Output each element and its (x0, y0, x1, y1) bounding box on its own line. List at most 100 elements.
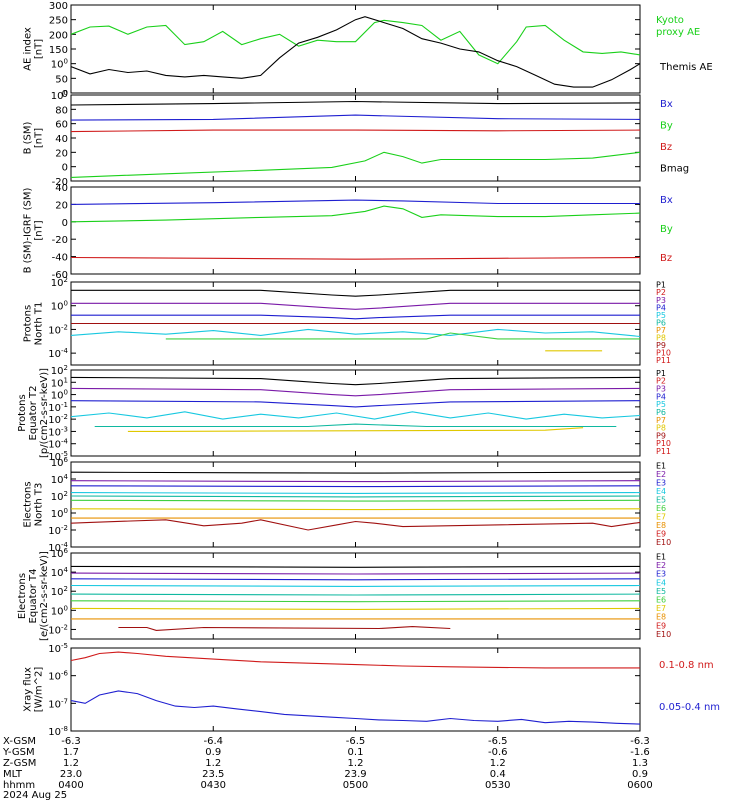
series-line-3-0 (71, 289, 640, 297)
panel-7-ylabel: [W/m^2] (34, 667, 45, 713)
panel-6-ytick-label: 104 (51, 566, 69, 579)
panel-2-ytick-label: -40 (52, 253, 68, 264)
legend-entry: P9 (656, 431, 666, 440)
panel-2-ylabel: [nT] (34, 220, 45, 240)
series-line-3-5 (165, 332, 640, 340)
legend-entry: P4 (656, 392, 666, 401)
panel-0-ytick-label: 100 (51, 58, 68, 71)
time-axis-value: 23.0 (60, 769, 82, 780)
series-line-1-1 (70, 151, 641, 178)
legend-entry: 0.05-0.4 nm (659, 702, 720, 713)
series-line-6-4 (70, 593, 641, 596)
panel-0-ytick-label: 0 (62, 89, 68, 100)
series-line-6-1 (70, 572, 641, 575)
series-line-1-2 (70, 129, 641, 133)
time-axis-value: 23.9 (344, 769, 366, 780)
series-line-7-1 (70, 690, 641, 725)
panel-5-ytick-label: 10-4 (48, 541, 68, 554)
panel-1-ytick-label: 0 (62, 163, 68, 174)
panel-0-ytick-label: 150 (49, 45, 68, 56)
series-line-1-0 (70, 114, 641, 121)
legend-entry: P6 (656, 408, 666, 417)
legend-entry: E10 (656, 538, 671, 547)
legend-entry: E1 (656, 552, 666, 561)
series-line-6-0 (70, 565, 641, 568)
time-axis-value: -6.3 (630, 736, 650, 747)
panel-3-ytick-label: 10-4 (48, 347, 68, 360)
time-axis-value: 0500 (343, 780, 368, 791)
legend-entry: proxy AE (656, 27, 700, 38)
panel-1-ytick-label: 80 (55, 105, 68, 116)
series-line-5-8 (70, 519, 641, 531)
panel-1-ytick-label: -20 (52, 177, 68, 188)
legend-entry: Bmag (660, 163, 689, 174)
legend-entry: E5 (656, 495, 666, 504)
time-axis-row-label: MLT (3, 769, 23, 780)
legend-entry: By (660, 224, 673, 235)
panel-4-ytick-label: 10-4 (48, 438, 68, 451)
panel-0-ytick-label: 50 (55, 74, 68, 85)
time-axis-value: 1.2 (205, 758, 221, 769)
panel-1-ylabel: [nT] (34, 128, 45, 148)
panel-5-ytick-label: 100 (51, 507, 68, 520)
panel-4-ylabel: Equator T2 (28, 386, 39, 441)
panel-6-ytick-label: 10-2 (48, 623, 68, 636)
time-axis-value: 1.7 (63, 747, 79, 758)
panel-5-ylabel: North T3 (34, 483, 45, 527)
panel-0-ylabel: AE index (23, 27, 34, 71)
panel-2-ytick-label: 40 (55, 183, 68, 194)
series-line-4-1 (70, 387, 641, 397)
panel-4-ytick-label: 10-5 (48, 450, 68, 463)
panel-6-frame (70, 552, 641, 640)
series-line-4-2 (70, 400, 641, 408)
legend-entry: P5 (656, 400, 666, 409)
legend-entry: P6 (656, 318, 666, 327)
panel-1-ytick-label: 40 (55, 134, 68, 145)
time-axis-value: 1.2 (348, 758, 364, 769)
series-line-1-3 (70, 100, 641, 106)
panel-5-ytick-label: 10-2 (48, 524, 68, 537)
legend-entry: P5 (656, 311, 666, 320)
panel-4-ytick-label: 102 (51, 364, 68, 377)
series-line-5-4 (70, 495, 641, 498)
legend-entry: By (660, 120, 673, 131)
time-axis-value: -6.5 (346, 736, 366, 747)
series-line-7-0 (70, 651, 640, 669)
panel-2-ytick-label: -60 (52, 270, 68, 281)
series-line-3-1 (71, 302, 640, 310)
legend-entry: Bx (660, 99, 673, 110)
panel-3-ylabel: North T1 (34, 302, 45, 346)
legend-entry: E1 (656, 461, 666, 470)
time-axis-value: -6.3 (61, 736, 81, 747)
legend-entry: E8 (656, 521, 666, 530)
panel-7-ytick-label: 10-8 (48, 725, 68, 738)
time-axis-value: 1.2 (490, 758, 506, 769)
series-line-4-5 (127, 427, 584, 432)
legend-entry: Bz (660, 253, 672, 264)
time-axis-value: -6.5 (488, 736, 508, 747)
panel-6-ytick-label: 102 (51, 585, 68, 598)
panel-6-ylabel: [e/(cm2-s-sr-keV)] (39, 551, 50, 641)
panel-0-frame (70, 4, 641, 94)
time-axis-value: -0.6 (488, 747, 508, 758)
panel-0-ylabel: [nT] (34, 39, 45, 59)
legend-entry: P7 (656, 416, 666, 425)
time-axis-value: -1.6 (630, 747, 650, 758)
time-axis-value: 0600 (627, 780, 652, 791)
panel-4-ytick-label: 10-1 (48, 401, 68, 414)
panel-6-ytick-label: 106 (51, 547, 69, 560)
series-line-0-0 (70, 19, 641, 65)
legend-entry: P11 (656, 356, 671, 365)
panel-3-ylabel: Protons (23, 305, 34, 342)
time-axis-value: 0530 (485, 780, 510, 791)
legend-entry: Kyoto (656, 15, 684, 26)
series-line-6-5 (70, 600, 641, 603)
legend-entry: P10 (656, 349, 671, 358)
legend-entry: E9 (656, 529, 666, 538)
panel-6-ytick-label: 100 (51, 604, 68, 617)
series-line-6-8 (118, 626, 451, 631)
panel-7-ytick-label: 10-7 (48, 697, 68, 710)
time-axis-value: 1.3 (632, 758, 648, 769)
series-line-6-6 (70, 607, 641, 610)
